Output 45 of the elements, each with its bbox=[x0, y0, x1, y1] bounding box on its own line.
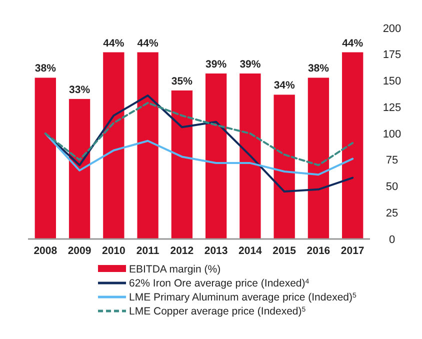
data-label: 38% bbox=[34, 62, 57, 75]
x-tick-label: 2017 bbox=[340, 245, 364, 257]
x-tick-label: 2015 bbox=[272, 245, 296, 257]
legend-label: LME Copper average price (Indexed)$^{5}$ bbox=[129, 306, 306, 318]
bar bbox=[274, 94, 295, 239]
data-label: 34% bbox=[274, 80, 296, 92]
data-label: 35% bbox=[171, 75, 194, 88]
data-label: 44% bbox=[342, 37, 364, 50]
line-series bbox=[44, 132, 354, 176]
legend-label: 62% Iron Ore average price (Indexed)$^{4}$ bbox=[129, 278, 310, 290]
y-tick-label: 125 bbox=[382, 102, 402, 114]
y-tick-label: 100 bbox=[382, 128, 402, 140]
bar bbox=[171, 90, 193, 239]
x-tick-label: 2010 bbox=[102, 245, 126, 257]
y-tick-label: 25 bbox=[386, 207, 398, 220]
data-label: 39% bbox=[206, 58, 228, 70]
x-tick-label: 2008 bbox=[34, 245, 58, 257]
bar bbox=[68, 98, 90, 239]
data-label: 33% bbox=[69, 84, 91, 96]
bar bbox=[34, 78, 56, 239]
line-series bbox=[44, 102, 354, 166]
y-tick-label: 150 bbox=[382, 76, 402, 88]
legend-label: EBITDA margin (%) bbox=[129, 264, 221, 276]
data-label: 39% bbox=[240, 58, 262, 70]
bar bbox=[137, 52, 158, 239]
y-tick-label: 50 bbox=[386, 181, 398, 194]
y-tick-label: 75 bbox=[386, 154, 398, 167]
x-tick-label: 2011 bbox=[136, 245, 160, 257]
data-label: 44% bbox=[137, 37, 159, 50]
data-label: 44% bbox=[103, 37, 125, 50]
x-tick-label: 2012 bbox=[170, 245, 194, 257]
bar bbox=[342, 52, 364, 239]
x-tick-label: 2016 bbox=[306, 245, 330, 257]
x-tick-label: 2013 bbox=[204, 245, 228, 257]
bar bbox=[240, 73, 261, 239]
bar bbox=[103, 52, 124, 239]
y-tick-label: 0 bbox=[388, 234, 396, 246]
bar bbox=[205, 73, 227, 239]
data-label: 38% bbox=[308, 62, 330, 75]
x-tick-label: 2009 bbox=[68, 245, 92, 257]
x-tick-label: 2014 bbox=[238, 245, 262, 257]
bar bbox=[308, 78, 330, 239]
y-tick-label: 175 bbox=[382, 49, 402, 62]
legend-label: LME Primary Aluminum average price (Indexed)$^{5}$ bbox=[129, 292, 357, 304]
y-tick-label: 200 bbox=[382, 22, 402, 35]
